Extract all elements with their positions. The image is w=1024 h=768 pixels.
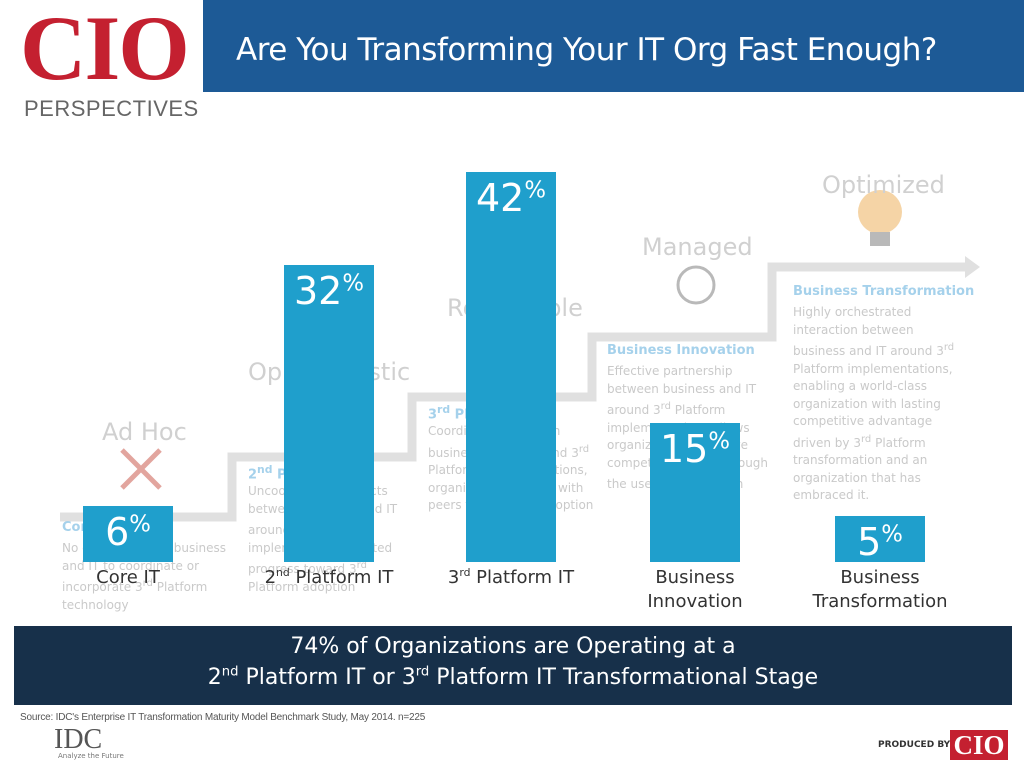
bar — [83, 506, 173, 562]
bulb-icon — [858, 190, 902, 234]
value-label: 42% — [475, 176, 547, 220]
value-label: 6% — [105, 510, 151, 555]
stage-level: Ad Hoc — [102, 418, 187, 446]
category-label: 3rd Platform IT — [447, 566, 575, 588]
source-note: Source: IDC's Enterprise IT Transformati… — [20, 712, 426, 723]
category-label: Business Transformation — [812, 567, 948, 612]
value-label: 15% — [659, 426, 731, 471]
globe-icon — [676, 265, 716, 305]
produced-logo: CIO — [950, 730, 1008, 760]
bar — [284, 264, 374, 562]
banner-line: 2nd Platform IT or 3rd Platform IT Trans… — [207, 664, 819, 690]
category-label: Business Innovation — [647, 567, 743, 612]
bar — [650, 422, 740, 562]
banner-line: 74% of Organizations are Operating at a — [290, 634, 736, 659]
title-bar — [203, 0, 1024, 92]
staircase-arrow — [965, 256, 980, 278]
stage-name: Business Innovation — [607, 343, 755, 358]
value-label: 5% — [857, 519, 903, 564]
bulb-base — [870, 232, 890, 246]
stage-description: Highly orchestrated interaction between … — [793, 305, 955, 502]
bar — [466, 172, 556, 562]
logo: CIO — [20, 0, 190, 99]
category-label: 2nd Platform IT — [264, 566, 394, 588]
idc-tagline: Analyze the Future — [58, 752, 124, 760]
value-label: 32% — [293, 268, 365, 313]
stage-name: Business Transformation — [793, 284, 975, 299]
category-label: Core IT — [96, 567, 160, 588]
logo-subtitle: PERSPECTIVES — [24, 96, 199, 121]
stage-level: Optimized — [822, 171, 945, 199]
produced-by: PRODUCED BY — [878, 740, 951, 750]
bar — [835, 515, 925, 562]
idc-logo: IDC — [54, 724, 103, 755]
tools-icon — [120, 448, 162, 490]
stage-level: Managed — [642, 233, 753, 261]
summary-banner — [14, 626, 1012, 705]
slide-title: Are You Transforming Your IT Org Fast En… — [236, 32, 937, 68]
